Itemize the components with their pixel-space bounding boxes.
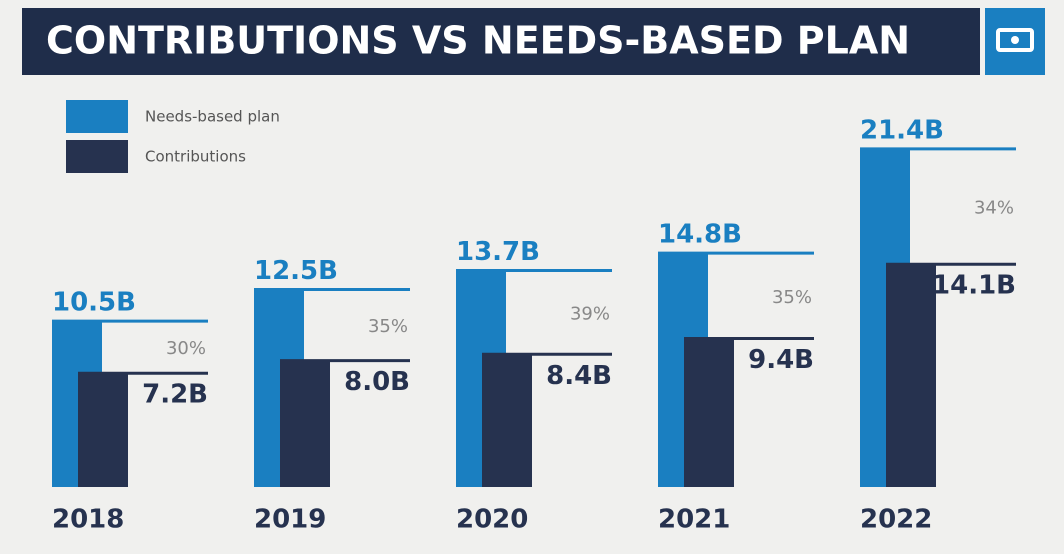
legend-swatch — [66, 100, 128, 133]
value-label: 10.5B — [52, 288, 136, 318]
value-label: 8.4B — [546, 361, 612, 391]
x-tick-label: 2022 — [860, 505, 932, 535]
gap-label: 30% — [166, 338, 206, 359]
value-label: 14.1B — [932, 271, 1016, 301]
legend-label: Needs-based plan — [145, 108, 280, 126]
value-label: 21.4B — [860, 115, 944, 145]
chart-title: CONTRIBUTIONS VS NEEDS-BASED PLAN — [46, 19, 910, 63]
bar — [78, 373, 128, 487]
x-tick-label: 2019 — [254, 505, 326, 535]
x-tick-label: 2021 — [658, 505, 730, 535]
value-label: 7.2B — [142, 380, 208, 410]
bar — [280, 360, 330, 487]
gap-label: 34% — [974, 198, 1014, 219]
gap-label: 35% — [368, 316, 408, 337]
x-tick-label: 2020 — [456, 505, 528, 535]
legend-label: Contributions — [145, 148, 246, 166]
value-label: 12.5B — [254, 256, 338, 286]
value-label: 8.0B — [344, 367, 410, 397]
title-bar — [22, 8, 980, 75]
bar — [886, 264, 936, 487]
legend-swatch — [66, 140, 128, 173]
x-tick-label: 2018 — [52, 505, 124, 535]
value-label: 14.8B — [658, 220, 742, 250]
money-icon — [996, 28, 1034, 52]
gap-label: 39% — [570, 303, 610, 324]
bar — [482, 354, 532, 487]
value-label: 9.4B — [748, 345, 814, 375]
value-label: 13.7B — [456, 237, 540, 267]
gap-label: 35% — [772, 287, 812, 308]
bar — [684, 338, 734, 487]
